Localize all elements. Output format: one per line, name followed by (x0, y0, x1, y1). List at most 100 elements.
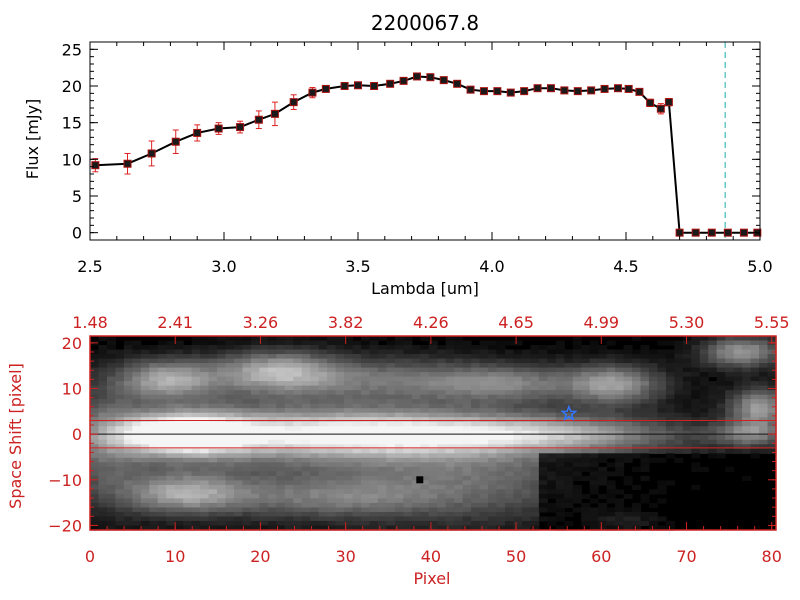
image-pixel (547, 457, 557, 463)
image-pixel (572, 471, 582, 477)
data-point (386, 79, 395, 88)
image-pixel (428, 426, 438, 432)
image-pixel (115, 421, 125, 427)
image-pixel (123, 421, 133, 427)
image-pixel (665, 385, 675, 391)
image-pixel (301, 457, 311, 463)
image-pixel (471, 354, 481, 360)
image-pixel (318, 426, 328, 432)
image-pixel (488, 484, 498, 490)
image-pixel (648, 421, 659, 427)
image-pixel (352, 403, 362, 409)
image-pixel (581, 376, 591, 382)
image-pixel (369, 358, 379, 364)
image-pixel (259, 471, 269, 477)
image-pixel (157, 489, 167, 495)
image-pixel (250, 390, 260, 396)
image-pixel (513, 520, 523, 527)
image-pixel (123, 439, 133, 445)
image-pixel (513, 466, 523, 472)
image-pixel (674, 457, 684, 463)
image-pixel (504, 358, 515, 364)
image-pixel (462, 466, 472, 472)
image-pixel (445, 493, 455, 500)
image-pixel (98, 421, 108, 427)
image-pixel (318, 516, 328, 522)
image-pixel (437, 507, 447, 513)
image-pixel (377, 385, 388, 391)
image-pixel (276, 444, 286, 450)
image-pixel (428, 475, 438, 481)
image-pixel (504, 385, 515, 391)
image-pixel (454, 358, 464, 364)
image-pixel (132, 349, 142, 355)
image-pixel (733, 394, 743, 400)
image-pixel (369, 345, 379, 351)
image-pixel (648, 367, 659, 373)
image-pixel (115, 408, 125, 414)
image-pixel (725, 340, 735, 346)
image-pixel (98, 484, 108, 490)
image-pixel (555, 399, 565, 405)
image-pixel (437, 525, 447, 531)
image-pixel (225, 448, 235, 454)
image-pixel (521, 516, 531, 522)
image-pixel (615, 507, 625, 513)
image-pixel (581, 354, 591, 360)
image-pixel (242, 466, 252, 472)
image-pixel (759, 421, 769, 427)
image-pixel (174, 466, 184, 472)
image-pixel (742, 336, 752, 342)
image-pixel (115, 511, 125, 518)
image-pixel (310, 390, 320, 396)
image-pixel (352, 358, 362, 364)
image-pixel (555, 376, 565, 382)
image-pixel (208, 336, 218, 342)
image-pixel (598, 480, 608, 486)
image-pixel (166, 520, 176, 527)
image-pixel (259, 426, 269, 432)
image-pixel (640, 408, 650, 414)
image-pixel (750, 358, 760, 364)
image-pixel (750, 417, 760, 423)
image-pixel (115, 498, 125, 504)
image-pixel (403, 493, 413, 500)
image-pixel (589, 457, 599, 463)
image-pixel (437, 466, 447, 472)
image-pixel (767, 354, 777, 360)
image-pixel (420, 363, 430, 369)
image-pixel (225, 444, 235, 450)
image-pixel (479, 417, 489, 423)
image-pixel (437, 484, 447, 490)
image-pixel (547, 412, 557, 418)
image-pixel (598, 466, 608, 472)
image-pixel (361, 421, 371, 427)
image-pixel (589, 408, 599, 414)
image-pixel (250, 525, 260, 531)
image-pixel (217, 525, 227, 531)
image-pixel (361, 385, 371, 391)
image-pixel (200, 516, 210, 522)
image-pixel (377, 426, 388, 432)
image-pixel (225, 525, 235, 531)
image-pixel (90, 448, 100, 454)
image-pixel (250, 363, 260, 369)
image-pixel (555, 444, 565, 450)
image-pixel (665, 354, 675, 360)
image-pixel (123, 520, 133, 527)
image-pixel (428, 448, 438, 454)
image-pixel (267, 525, 277, 531)
image-pixel (377, 390, 388, 396)
image-pixel (521, 430, 531, 436)
image-pixel (377, 507, 388, 513)
image-pixel (166, 516, 176, 522)
image-pixel (682, 349, 692, 355)
image-pixel (496, 462, 506, 468)
image-pixel (106, 525, 117, 531)
image-pixel (733, 412, 743, 418)
image-pixel (123, 525, 133, 531)
image-pixel (361, 466, 371, 472)
image-pixel (276, 457, 286, 463)
image-pixel (361, 453, 371, 459)
image-pixel (386, 408, 396, 414)
